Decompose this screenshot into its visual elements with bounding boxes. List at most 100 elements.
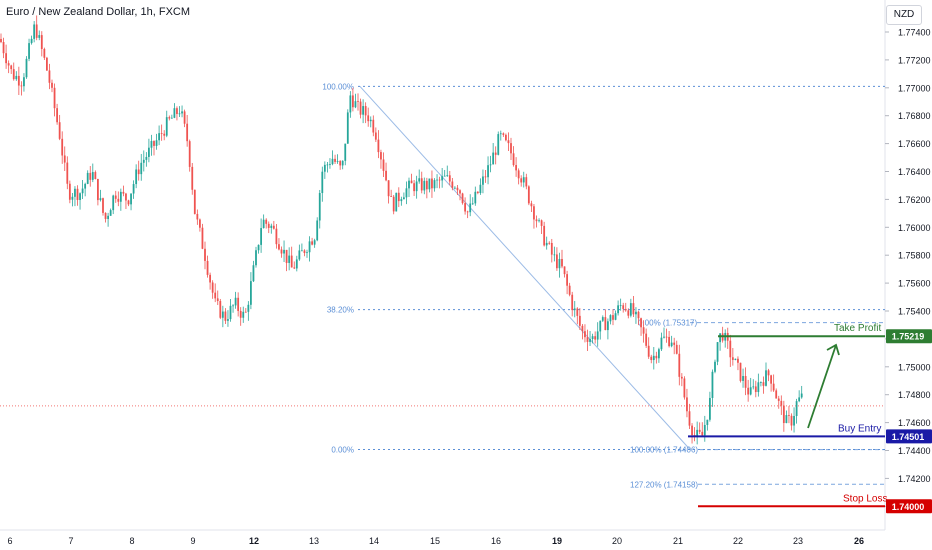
candle-body (719, 333, 721, 343)
candle-body (244, 311, 247, 313)
candle-body (334, 158, 336, 162)
candle-body (71, 196, 74, 200)
x-tick-label: 14 (369, 536, 379, 546)
candle-body (408, 180, 410, 189)
candle-body (91, 172, 94, 180)
candle-body (731, 357, 734, 360)
candle-body (306, 252, 308, 254)
candle-body (380, 152, 382, 160)
candle-body (601, 317, 604, 321)
candle-body (553, 254, 556, 256)
price-tag-label: 1.74501 (892, 432, 925, 442)
candle-body (461, 193, 464, 204)
candle-body (112, 195, 115, 211)
candle-body (788, 415, 790, 416)
candle-body (158, 133, 160, 141)
candle-body (303, 250, 306, 254)
candle-body (28, 43, 30, 59)
candle-body (584, 331, 586, 338)
candle-body (530, 203, 533, 207)
candle-body (295, 259, 298, 269)
candle-body (84, 183, 87, 189)
candle-body (56, 108, 58, 123)
candle-body (150, 141, 153, 148)
candle-body (660, 337, 663, 350)
candle-body (515, 165, 517, 171)
candle-body (573, 308, 576, 311)
candle-body (94, 172, 97, 180)
candle-body (51, 82, 53, 88)
candle-body (377, 139, 380, 153)
candle-body (397, 192, 400, 202)
candle-body (199, 219, 201, 228)
candle-body (629, 303, 632, 316)
candle-body (12, 69, 15, 80)
candle-body (392, 196, 395, 212)
candle-body (301, 250, 303, 252)
candle-body (265, 219, 268, 224)
candle-body (66, 162, 69, 184)
candle-body (706, 419, 709, 425)
candle-body (604, 317, 607, 331)
candle-body (308, 241, 311, 253)
candle-body (698, 429, 701, 432)
candle-body (517, 170, 520, 179)
candle-body (354, 101, 357, 108)
candle-body (556, 254, 558, 269)
candle-body (165, 117, 168, 136)
x-tick-label: 19 (552, 536, 562, 546)
currency-button[interactable]: NZD (886, 5, 922, 25)
candle-body (665, 336, 668, 338)
candle-body (589, 339, 591, 342)
candle-body (716, 342, 719, 362)
candle-body (474, 191, 477, 204)
candle-body (464, 203, 466, 212)
candle-body (793, 416, 795, 426)
candle-body (38, 35, 41, 38)
y-tick-label: 1.77000 (898, 83, 931, 93)
candle-body (566, 274, 568, 286)
candle-body (563, 266, 566, 275)
candle-body (321, 171, 324, 194)
candle-body (647, 345, 650, 357)
candle-body (372, 119, 375, 133)
candle-body (441, 176, 444, 181)
candle-body (734, 358, 737, 360)
candle-body (782, 405, 785, 424)
candle-body (512, 153, 515, 166)
x-tick-label: 7 (68, 536, 73, 546)
candle-body (609, 315, 612, 322)
candle-body (247, 304, 250, 312)
candle-body (382, 159, 385, 171)
candle-body (780, 400, 783, 406)
candle-body (132, 184, 135, 194)
candle-body (420, 178, 423, 191)
candle-body (436, 179, 438, 181)
candle-body (543, 225, 546, 246)
candle-body (578, 315, 581, 326)
candle-body (2, 42, 5, 54)
fib-extension-label: 100.00% (1.74406) (630, 446, 698, 455)
candle-body (446, 175, 449, 177)
candle-body (612, 315, 614, 320)
candle-body (790, 415, 793, 426)
candle-body (160, 133, 163, 134)
y-tick-label: 1.77200 (898, 55, 931, 65)
x-tick-label: 12 (249, 536, 259, 546)
candle-body (359, 101, 362, 115)
candle-body (339, 161, 342, 166)
candle-body (229, 305, 232, 320)
price-tag-label: 1.74000 (892, 502, 925, 512)
candle-body (415, 181, 418, 192)
candle-body (596, 331, 599, 340)
candle-body (0, 38, 2, 43)
candle-body (374, 132, 377, 140)
candle-body (482, 176, 484, 185)
candle-body (635, 311, 637, 315)
candle-body (61, 138, 64, 156)
candle-body (680, 376, 683, 379)
candle-body (413, 183, 415, 192)
candle-body (668, 336, 670, 347)
candle-body (499, 133, 502, 135)
